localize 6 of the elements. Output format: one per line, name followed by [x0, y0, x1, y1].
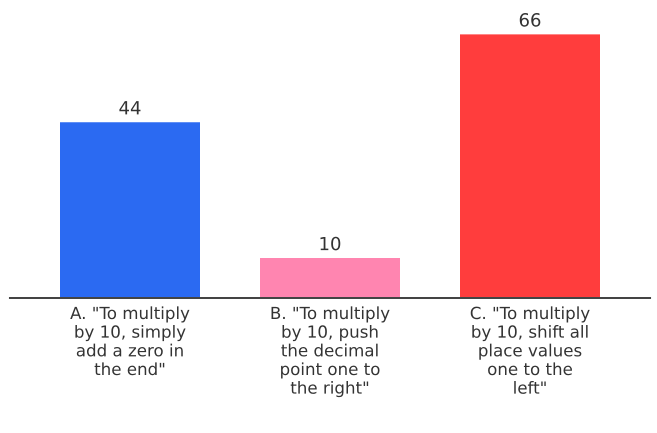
- data-label: 44: [119, 101, 140, 114]
- data-label: 10: [320, 236, 340, 250]
- x-tick-label: B. "To multiply by 10, push the decimal point one to the right": [272, 306, 390, 398]
- x-tick-label: A. "To multiply by 10, simply add a zero in the end": [70, 306, 190, 376]
- x-tick-label: C. "To multiply by 10, shift all place values one to the left": [470, 306, 590, 394]
- data-label: 66: [520, 13, 540, 27]
